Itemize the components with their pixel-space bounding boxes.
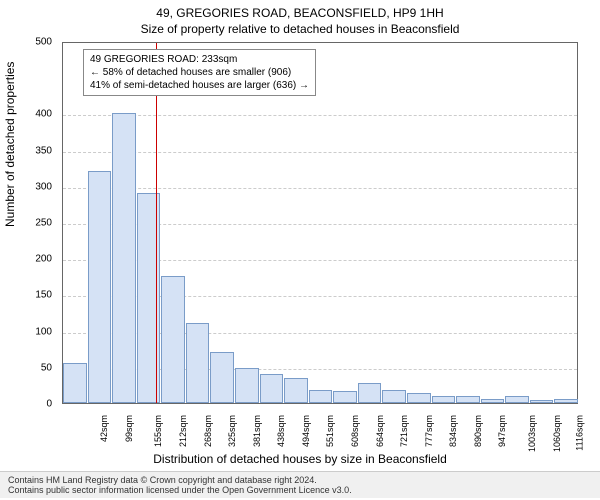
histogram-bar bbox=[161, 276, 185, 403]
footer: Contains HM Land Registry data © Crown c… bbox=[0, 471, 600, 498]
plot-area: 49 GREGORIES ROAD: 233sqm ← 58% of detac… bbox=[62, 42, 578, 404]
annotation-line2: ← 58% of detached houses are smaller (90… bbox=[90, 66, 309, 79]
x-tick-label: 381sqm bbox=[252, 415, 262, 447]
x-tick-label: 42sqm bbox=[99, 415, 109, 442]
histogram-bar bbox=[554, 399, 578, 403]
chart-title-main: 49, GREGORIES ROAD, BEACONSFIELD, HP9 1H… bbox=[0, 0, 600, 20]
y-tick-label: 150 bbox=[0, 290, 52, 301]
y-tick-label: 250 bbox=[0, 218, 52, 229]
grid-line bbox=[63, 188, 577, 189]
histogram-bar bbox=[260, 374, 284, 403]
annotation-box: 49 GREGORIES ROAD: 233sqm ← 58% of detac… bbox=[83, 49, 316, 96]
marker-line bbox=[156, 43, 157, 403]
x-tick-label: 325sqm bbox=[227, 415, 237, 447]
x-tick-label: 947sqm bbox=[497, 415, 507, 447]
histogram-bar bbox=[382, 390, 406, 403]
x-tick-label: 494sqm bbox=[301, 415, 311, 447]
y-tick-label: 300 bbox=[0, 181, 52, 192]
x-tick-label: 99sqm bbox=[124, 415, 134, 442]
y-tick-label: 50 bbox=[0, 362, 52, 373]
chart-title-sub: Size of property relative to detached ho… bbox=[0, 20, 600, 36]
histogram-bar bbox=[88, 171, 112, 403]
x-tick-label: 551sqm bbox=[325, 415, 335, 447]
x-axis-label: Distribution of detached houses by size … bbox=[0, 452, 600, 466]
y-tick-label: 500 bbox=[0, 37, 52, 48]
y-tick-label: 350 bbox=[0, 145, 52, 156]
x-tick-label: 721sqm bbox=[399, 415, 409, 447]
x-tick-label: 664sqm bbox=[375, 415, 385, 447]
histogram-bar bbox=[210, 352, 234, 403]
histogram-bar bbox=[358, 383, 382, 403]
histogram-bar bbox=[333, 391, 357, 403]
x-tick-label: 834sqm bbox=[448, 415, 458, 447]
footer-line2: Contains public sector information licen… bbox=[8, 485, 592, 495]
grid-line bbox=[63, 115, 577, 116]
histogram-bar bbox=[432, 396, 456, 403]
histogram-bar bbox=[235, 368, 259, 403]
y-tick-label: 100 bbox=[0, 326, 52, 337]
histogram-bar bbox=[530, 400, 554, 403]
y-tick-label: 200 bbox=[0, 254, 52, 265]
histogram-bar bbox=[186, 323, 210, 403]
histogram-bar bbox=[456, 396, 480, 403]
histogram-bar bbox=[112, 113, 136, 403]
x-tick-label: 268sqm bbox=[203, 415, 213, 447]
y-tick-label: 0 bbox=[0, 399, 52, 410]
histogram-bar bbox=[481, 399, 505, 403]
x-tick-label: 1116sqm bbox=[575, 415, 585, 451]
histogram-bar bbox=[309, 390, 333, 403]
x-tick-label: 438sqm bbox=[276, 415, 286, 447]
chart-container: 49, GREGORIES ROAD, BEACONSFIELD, HP9 1H… bbox=[0, 0, 600, 500]
x-tick-label: 155sqm bbox=[153, 415, 163, 447]
histogram-bar bbox=[407, 393, 431, 403]
grid-line bbox=[63, 152, 577, 153]
histogram-bar bbox=[284, 378, 308, 403]
footer-line1: Contains HM Land Registry data © Crown c… bbox=[8, 475, 592, 485]
x-tick-label: 1003sqm bbox=[527, 415, 537, 452]
annotation-line1: 49 GREGORIES ROAD: 233sqm bbox=[90, 53, 309, 66]
x-tick-label: 212sqm bbox=[178, 415, 188, 447]
annotation-line3: 41% of semi-detached houses are larger (… bbox=[90, 79, 309, 92]
x-tick-label: 777sqm bbox=[424, 415, 434, 447]
histogram-bar bbox=[505, 396, 529, 403]
y-tick-label: 400 bbox=[0, 109, 52, 120]
x-tick-label: 608sqm bbox=[350, 415, 360, 447]
x-tick-label: 890sqm bbox=[473, 415, 483, 447]
histogram-bar bbox=[63, 363, 87, 403]
x-tick-label: 1060sqm bbox=[552, 415, 562, 452]
